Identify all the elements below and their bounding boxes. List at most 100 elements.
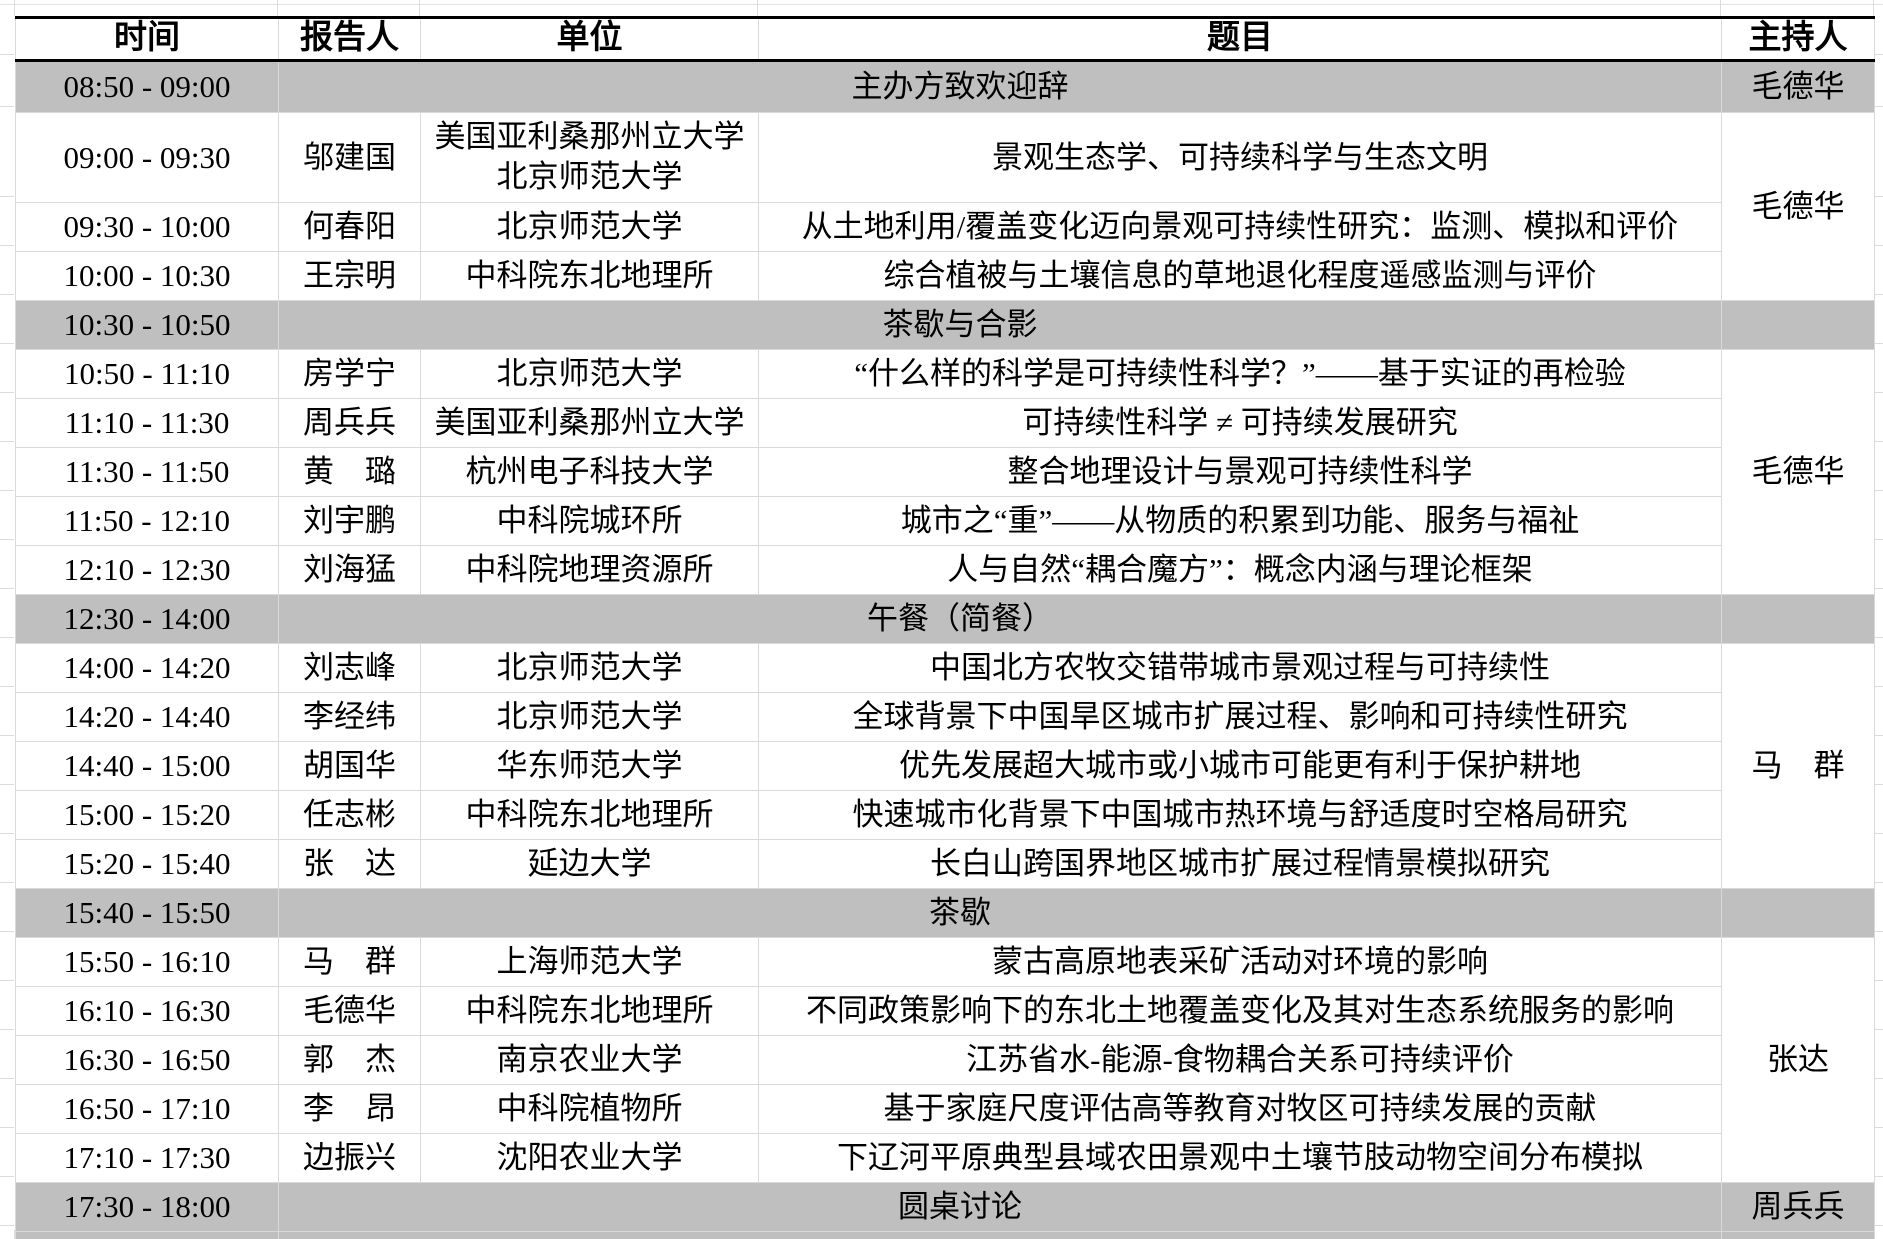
cell-speaker[interactable]: 黄 璐 <box>278 446 421 497</box>
cell-speaker[interactable]: 张 达 <box>278 838 421 889</box>
cell-chair[interactable]: 张达 <box>1721 936 1875 1183</box>
cell-time[interactable]: 11:50 - 12:10 <box>15 495 279 546</box>
cell-speaker[interactable]: 郭 杰 <box>278 1034 421 1085</box>
cell-org[interactable]: 上海师范大学 <box>420 936 759 987</box>
cell-speaker[interactable]: 王宗明 <box>278 250 421 301</box>
cell-time[interactable]: 15:00 - 15:20 <box>15 789 279 840</box>
cell-time[interactable]: 15:50 - 16:10 <box>15 936 279 987</box>
cell-banner-label[interactable]: 午餐（简餐） <box>278 593 1722 644</box>
cell-time[interactable]: 18:00 - 20:00 <box>15 1230 279 1239</box>
cell-org[interactable]: 北京师范大学 <box>420 201 759 252</box>
cell-time[interactable]: 11:10 - 11:30 <box>15 397 279 448</box>
cell-title[interactable]: 综合植被与土壤信息的草地退化程度遥感监测与评价 <box>758 250 1722 301</box>
cell-title[interactable]: 快速城市化背景下中国城市热环境与舒适度时空格局研究 <box>758 789 1722 840</box>
cell-org[interactable]: 美国亚利桑那州立大学 北京师范大学 <box>420 111 759 203</box>
cell-time[interactable]: 16:50 - 17:10 <box>15 1083 279 1134</box>
cell-title[interactable]: 城市之“重”——从物质的积累到功能、服务与福祉 <box>758 495 1722 546</box>
cell-speaker[interactable]: 毛德华 <box>278 985 421 1036</box>
cell-speaker[interactable]: 刘志峰 <box>278 642 421 693</box>
cell-time[interactable]: 09:00 - 09:30 <box>15 111 279 203</box>
cell-speaker[interactable]: 胡国华 <box>278 740 421 791</box>
cell-title[interactable]: “什么样的科学是可持续性科学？”——基于实证的再检验 <box>758 348 1722 399</box>
cell-speaker[interactable]: 房学宁 <box>278 348 421 399</box>
cell-org[interactable]: 北京师范大学 <box>420 348 759 399</box>
cell-chair[interactable]: 毛德华 <box>1721 111 1875 301</box>
cell-title[interactable]: 全球背景下中国旱区城市扩展过程、影响和可持续性研究 <box>758 691 1722 742</box>
cell-org[interactable]: 中科院城环所 <box>420 495 759 546</box>
cell-time[interactable]: 10:50 - 11:10 <box>15 348 279 399</box>
cell-speaker[interactable]: 刘宇鹏 <box>278 495 421 546</box>
cell-title[interactable]: 可持续性科学 ≠ 可持续发展研究 <box>758 397 1722 448</box>
cell-chair[interactable]: 毛德华 <box>1721 59 1875 113</box>
cell-time[interactable]: 15:40 - 15:50 <box>15 887 279 938</box>
cell-banner-label[interactable]: 圆桌讨论 <box>278 1181 1722 1232</box>
cell-chair[interactable] <box>1721 299 1875 350</box>
cell-chair[interactable]: 毛德华 <box>1721 348 1875 595</box>
cell-chair[interactable]: 周兵兵 <box>1721 1181 1875 1232</box>
cell-banner-label[interactable]: 晚餐（集体） <box>278 1230 1722 1239</box>
cell-time[interactable]: 10:00 - 10:30 <box>15 250 279 301</box>
cell-speaker[interactable]: 李经纬 <box>278 691 421 742</box>
cell-time[interactable]: 12:10 - 12:30 <box>15 544 279 595</box>
header-time[interactable]: 时间 <box>15 16 279 62</box>
cell-title[interactable]: 下辽河平原典型县域农田景观中土壤节肢动物空间分布模拟 <box>758 1132 1722 1183</box>
cell-time[interactable]: 10:30 - 10:50 <box>15 299 279 350</box>
cell-org[interactable]: 中科院植物所 <box>420 1083 759 1134</box>
cell-title[interactable]: 不同政策影响下的东北土地覆盖变化及其对生态系统服务的影响 <box>758 985 1722 1036</box>
cell-speaker[interactable]: 刘海猛 <box>278 544 421 595</box>
cell-chair[interactable] <box>1721 593 1875 644</box>
cell-time[interactable]: 14:20 - 14:40 <box>15 691 279 742</box>
cell-title[interactable]: 景观生态学、可持续科学与生态文明 <box>758 111 1722 203</box>
cell-time[interactable]: 17:30 - 18:00 <box>15 1181 279 1232</box>
cell-chair[interactable]: 马 群 <box>1721 642 1875 889</box>
cell-banner-label[interactable]: 茶歇与合影 <box>278 299 1722 350</box>
cell-chair[interactable] <box>1721 887 1875 938</box>
cell-title[interactable]: 基于家庭尺度评估高等教育对牧区可持续发展的贡献 <box>758 1083 1722 1134</box>
cell-title[interactable]: 江苏省水-能源-食物耦合关系可持续评价 <box>758 1034 1722 1085</box>
cell-title[interactable]: 中国北方农牧交错带城市景观过程与可持续性 <box>758 642 1722 693</box>
cell-org[interactable]: 沈阳农业大学 <box>420 1132 759 1183</box>
cell-time[interactable]: 14:40 - 15:00 <box>15 740 279 791</box>
cell-org[interactable]: 北京师范大学 <box>420 642 759 693</box>
cell-time[interactable]: 11:30 - 11:50 <box>15 446 279 497</box>
cell-title[interactable]: 从土地利用/覆盖变化迈向景观可持续性研究：监测、模拟和评价 <box>758 201 1722 252</box>
header-org[interactable]: 单位 <box>420 16 759 62</box>
cell-title[interactable]: 人与自然“耦合魔方”：概念内涵与理论框架 <box>758 544 1722 595</box>
cell-speaker[interactable]: 李 昂 <box>278 1083 421 1134</box>
cell-time[interactable]: 16:10 - 16:30 <box>15 985 279 1036</box>
cell-speaker[interactable]: 周兵兵 <box>278 397 421 448</box>
cell-time[interactable]: 14:00 - 14:20 <box>15 642 279 693</box>
cell-speaker[interactable]: 边振兴 <box>278 1132 421 1183</box>
cell-org[interactable]: 华东师范大学 <box>420 740 759 791</box>
cell-speaker[interactable]: 何春阳 <box>278 201 421 252</box>
header-speaker[interactable]: 报告人 <box>278 16 421 62</box>
cell-org[interactable]: 中科院东北地理所 <box>420 985 759 1036</box>
cell-time[interactable]: 12:30 - 14:00 <box>15 593 279 644</box>
table-row: 09:00 - 09:30 邬建国 美国亚利桑那州立大学 北京师范大学 景观生态… <box>15 111 1875 301</box>
cell-title[interactable]: 整合地理设计与景观可持续性科学 <box>758 446 1722 497</box>
cell-org[interactable]: 美国亚利桑那州立大学 <box>420 397 759 448</box>
cell-chair[interactable]: 毛德华 <box>1721 1230 1875 1239</box>
cell-speaker[interactable]: 任志彬 <box>278 789 421 840</box>
cell-org[interactable]: 中科院东北地理所 <box>420 789 759 840</box>
cell-title[interactable]: 蒙古高原地表采矿活动对环境的影响 <box>758 936 1722 987</box>
cell-title[interactable]: 优先发展超大城市或小城市可能更有利于保护耕地 <box>758 740 1722 791</box>
cell-speaker[interactable]: 马 群 <box>278 936 421 987</box>
header-title[interactable]: 题目 <box>758 16 1722 62</box>
cell-org[interactable]: 南京农业大学 <box>420 1034 759 1085</box>
cell-banner-label[interactable]: 主办方致欢迎辞 <box>278 59 1722 113</box>
cell-org[interactable]: 中科院地理资源所 <box>420 544 759 595</box>
cell-time[interactable]: 16:30 - 16:50 <box>15 1034 279 1085</box>
cell-org[interactable]: 杭州电子科技大学 <box>420 446 759 497</box>
cell-time[interactable]: 17:10 - 17:30 <box>15 1132 279 1183</box>
cell-time[interactable]: 08:50 - 09:00 <box>15 59 279 113</box>
cell-time[interactable]: 15:20 - 15:40 <box>15 838 279 889</box>
header-chair[interactable]: 主持人 <box>1721 16 1875 62</box>
cell-org[interactable]: 中科院东北地理所 <box>420 250 759 301</box>
cell-speaker[interactable]: 邬建国 <box>278 111 421 203</box>
cell-title[interactable]: 长白山跨国界地区城市扩展过程情景模拟研究 <box>758 838 1722 889</box>
cell-time[interactable]: 09:30 - 10:00 <box>15 201 279 252</box>
cell-org[interactable]: 北京师范大学 <box>420 691 759 742</box>
cell-banner-label[interactable]: 茶歇 <box>278 887 1722 938</box>
cell-org[interactable]: 延边大学 <box>420 838 759 889</box>
